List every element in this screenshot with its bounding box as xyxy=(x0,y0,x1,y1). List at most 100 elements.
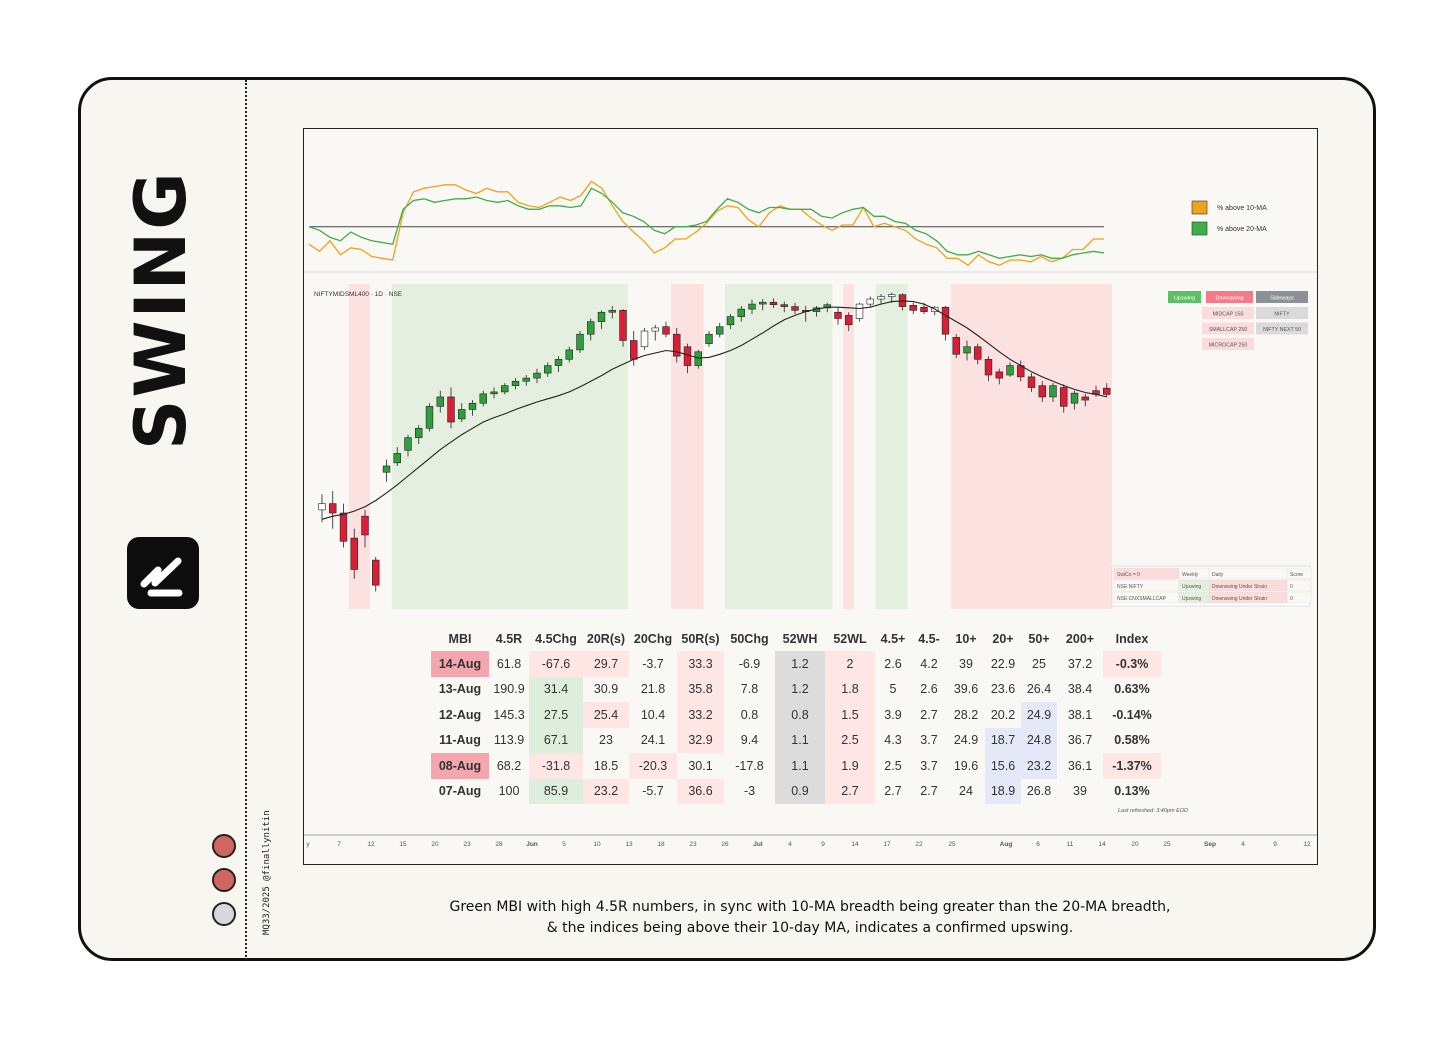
x-tick-label-1: y xyxy=(306,841,310,848)
candle-26 xyxy=(587,318,595,341)
mbi-cell-2-6: 0.8 xyxy=(740,707,759,722)
candle-body-5 xyxy=(361,515,369,536)
status-header-1: Weekly xyxy=(1182,572,1199,578)
mbi-cell-1-15: 0.63% xyxy=(1114,682,1150,697)
mbi-header-5: 50R(s) xyxy=(681,632,720,646)
candle-15 xyxy=(468,400,477,416)
candle-24 xyxy=(565,346,573,363)
mbi-cell-2-12: 20.2 xyxy=(990,707,1016,722)
candle-2 xyxy=(329,491,337,529)
candle-21 xyxy=(533,368,541,384)
table-row: 14-Aug 61.8 -67.6 29.7 -3.7 33.3 -6.9 1.2 2 2.6 4.… xyxy=(431,651,1161,677)
mbi-header-0: MBI xyxy=(448,632,472,646)
last-refreshed-note: Last refreshed: 3:40pm EOD xyxy=(1118,808,1189,814)
candle-body-39 xyxy=(726,316,735,326)
candle-34 xyxy=(673,327,681,363)
regime-legend-downswing xyxy=(1206,291,1253,303)
candle-body-29 xyxy=(619,310,627,341)
regime-band-12 xyxy=(875,284,908,609)
candle-39 xyxy=(726,314,735,330)
status-header-0: SwiCo = 0 xyxy=(1117,572,1140,578)
candle-body-61 xyxy=(963,346,971,354)
status-cell-0-3 xyxy=(1286,579,1312,592)
candle-body-10 xyxy=(415,428,423,439)
x-tick-label-20: 22 xyxy=(915,841,923,848)
credit-text: MQ33/2025 @finallynitin xyxy=(262,810,272,935)
mbi-cell-3-12: 18.7 xyxy=(985,727,1021,753)
mbi-cell-4-14: 36.1 xyxy=(1067,758,1093,773)
mbi-cell-4-9: 2.5 xyxy=(884,758,902,773)
mbi-cell-2-7: 0.8 xyxy=(775,702,825,728)
regime-band-10 xyxy=(843,284,854,609)
mbi-cell-3-15: 0.58% xyxy=(1114,733,1150,748)
x-tick-label-25: 14 xyxy=(1098,841,1106,848)
mbi-cell-5-9: 2.7 xyxy=(884,784,902,799)
x-tick-label-31: 12 xyxy=(1303,841,1311,848)
breadth-line-1 xyxy=(308,180,1104,267)
regime-cell-1-1 xyxy=(1256,322,1308,335)
candle-body-37 xyxy=(705,333,713,344)
mbi-cell-4-8: 1.9 xyxy=(825,753,875,779)
candle-49 xyxy=(834,307,842,325)
mbi-cell-4-15: -1.37% xyxy=(1103,753,1161,779)
mbi-cell-0-14: 37.2 xyxy=(1067,656,1093,671)
candle-19 xyxy=(511,378,520,390)
candle-body-63 xyxy=(984,358,993,376)
mbi-cell-0-15: -0.3% xyxy=(1103,651,1161,677)
mbi-cell-4-1: 68.2 xyxy=(496,758,522,773)
status-header-3: Score xyxy=(1290,572,1303,578)
mbi-table: MBI 4.5R 4.5Chg 20R(s) 20Chg 50R(s) 50Chg 52WH 5… xyxy=(431,627,1161,804)
mbi-header-7: 52WH xyxy=(782,632,818,646)
candle-11 xyxy=(425,403,434,432)
regime-cell-0-0 xyxy=(1202,307,1254,319)
candle-27 xyxy=(597,310,606,330)
mbi-cell-5-4: -5.7 xyxy=(642,784,664,799)
mbi-cell-1-5: 35.8 xyxy=(677,676,724,702)
mbi-cell-2-0: 12-Aug xyxy=(438,707,482,722)
regime-band-5 xyxy=(628,284,672,609)
candle-body-3 xyxy=(339,512,348,542)
mbi-cell-0-10: 4.2 xyxy=(920,656,938,671)
candle-body-8 xyxy=(393,453,401,464)
candle-body-16 xyxy=(479,393,487,404)
candle-37 xyxy=(705,331,713,347)
table-row: 12-Aug 145.3 27.5 25.4 10.4 33.2 0.8 0.8 1.5 3.9 2… xyxy=(431,702,1161,728)
candle-body-68 xyxy=(1038,385,1046,398)
candle-body-14 xyxy=(458,409,466,420)
x-tick-label-27: 25 xyxy=(1163,841,1171,848)
candle-body-62 xyxy=(974,346,982,360)
mbi-cell-1-14: 38.4 xyxy=(1067,682,1093,697)
mbi-cell-1-7: 1.2 xyxy=(775,676,825,702)
candle-45 xyxy=(791,302,799,315)
candle-65 xyxy=(1006,362,1014,377)
candle-body-54 xyxy=(888,294,896,297)
status-text-0-3: 0 xyxy=(1290,584,1293,590)
candle-body-23 xyxy=(554,358,563,366)
x-tick-label-29: 4 xyxy=(1241,841,1245,848)
candle-body-30 xyxy=(630,340,638,360)
candle-18 xyxy=(501,383,509,395)
candle-13 xyxy=(447,387,455,429)
x-tick-label-19: 17 xyxy=(883,841,891,848)
mbi-cell-3-4: 24.1 xyxy=(640,733,666,748)
status-dot-2 xyxy=(212,868,236,892)
regime-band-6 xyxy=(671,284,704,609)
mbi-cell-2-10: 2.7 xyxy=(920,707,938,722)
mbi-cell-0-4: -3.7 xyxy=(642,656,664,671)
candle-body-52 xyxy=(866,298,874,305)
candle-body-32 xyxy=(651,327,659,332)
candle-52 xyxy=(866,296,874,307)
status-text-0-1: Upswing xyxy=(1182,584,1201,590)
mbi-cell-1-1: 190.9 xyxy=(493,682,525,697)
mbi-cell-2-5: 33.2 xyxy=(677,702,724,728)
candle-body-65 xyxy=(1006,365,1014,376)
mbi-header-6: 50Chg xyxy=(730,632,769,646)
mbi-cell-1-0: 13-Aug xyxy=(438,682,482,697)
mbi-cell-5-6: -3 xyxy=(743,784,756,799)
mbi-cell-0-9: 2.6 xyxy=(884,656,902,671)
mbi-header-14: 200+ xyxy=(1065,632,1095,646)
candle-69 xyxy=(1049,383,1057,402)
table-row: 07-Aug 100 85.9 23.2 -5.7 36.6 -3 0.9 2.7 2.7 2.7 2… xyxy=(431,778,1161,804)
candle-60 xyxy=(952,334,960,359)
candle-body-41 xyxy=(748,303,756,310)
